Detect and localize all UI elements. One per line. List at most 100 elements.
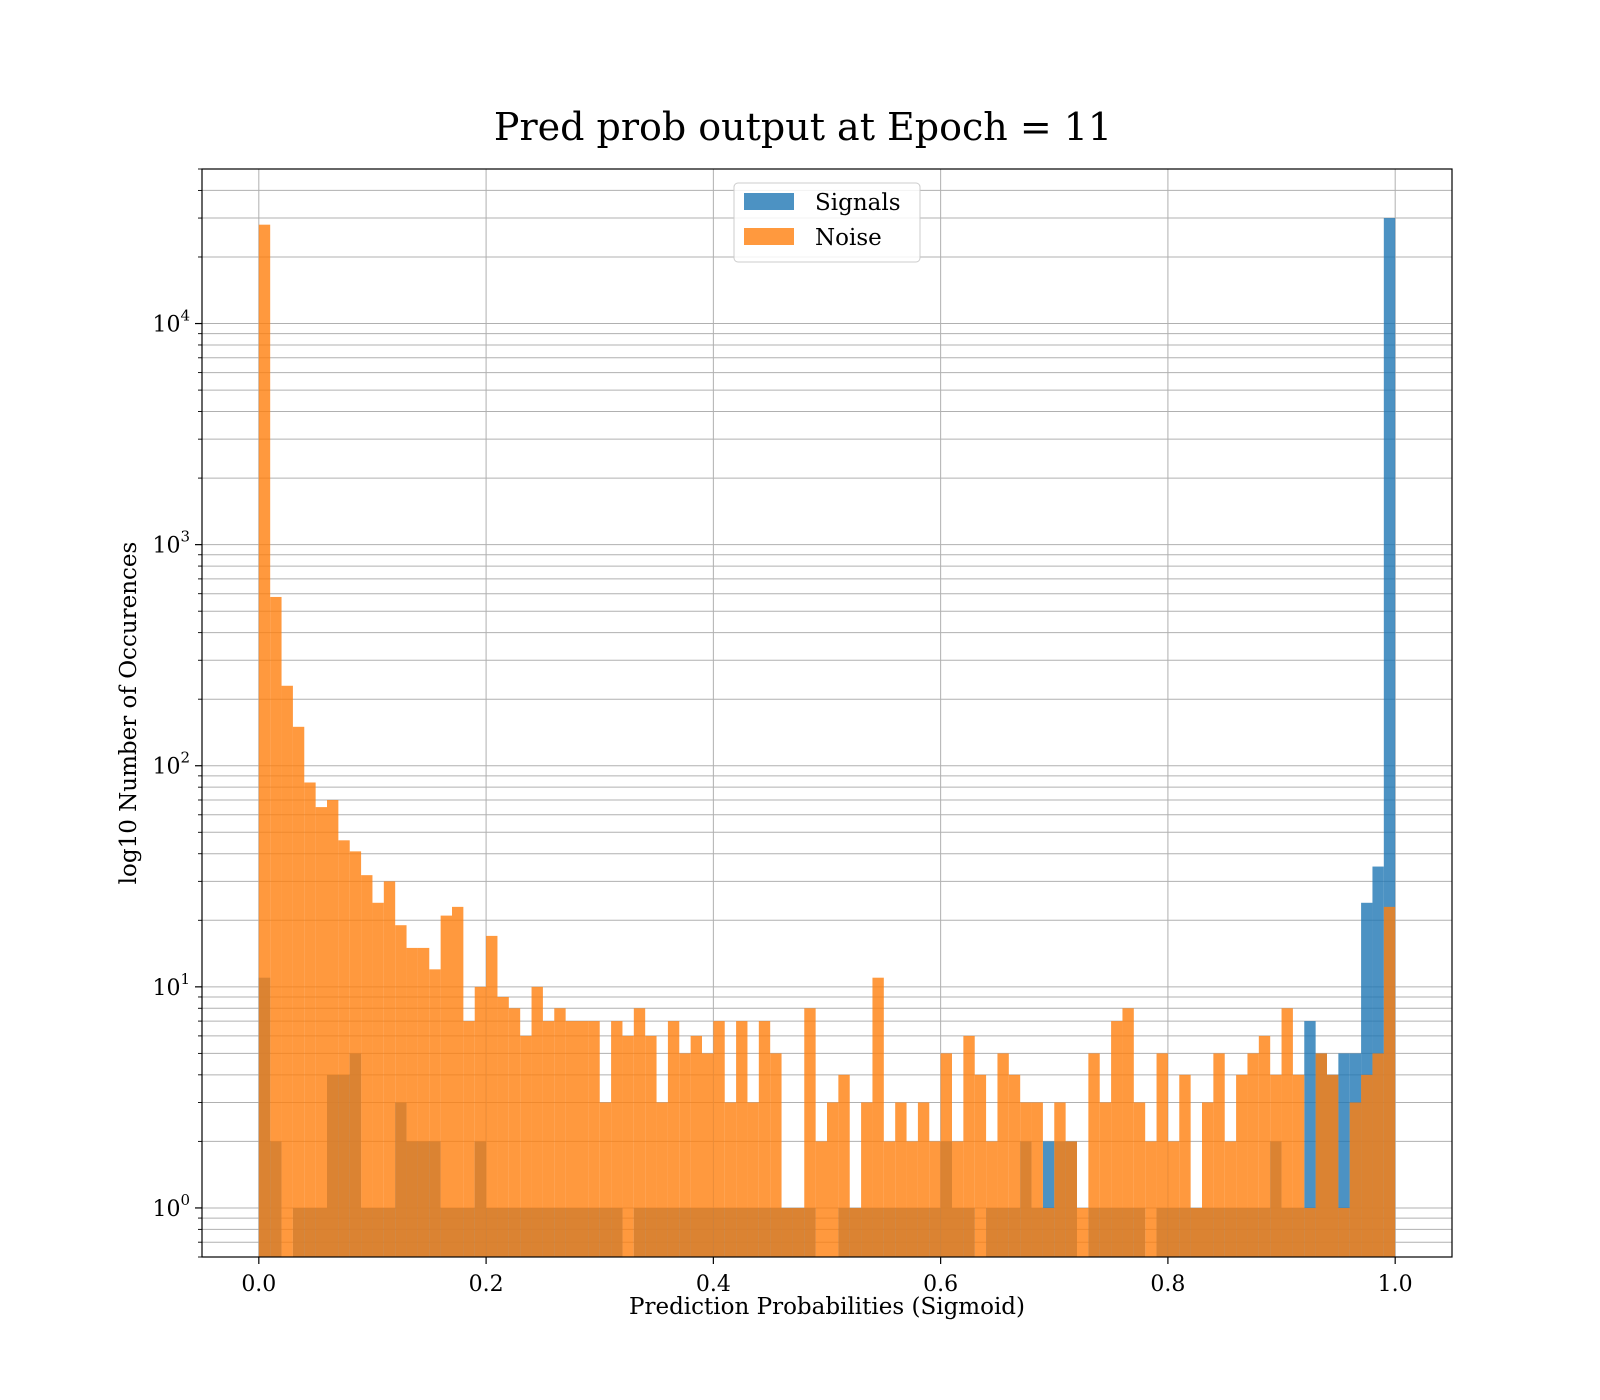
- bar-noise: [895, 1102, 907, 1257]
- bar-noise: [622, 1035, 634, 1257]
- x-tick-label: 0.6: [923, 1272, 958, 1297]
- y-tick-base: 10: [152, 313, 180, 338]
- bar-noise: [883, 1141, 896, 1257]
- bar-noise: [497, 996, 509, 1257]
- y-tick-label: 102: [152, 749, 190, 780]
- bar-noise: [440, 915, 452, 1257]
- bar-noise: [963, 1035, 975, 1257]
- x-tick-label: 0.0: [241, 1272, 276, 1297]
- bar-noise: [588, 1021, 600, 1257]
- bar-noise: [940, 1053, 952, 1257]
- bar-noise: [1338, 1207, 1350, 1257]
- bar-noise: [395, 925, 407, 1257]
- bar-noise: [1190, 1207, 1202, 1257]
- bar-noise: [361, 875, 373, 1257]
- x-tick-label: 0.4: [696, 1272, 731, 1297]
- bar-noise: [667, 1021, 680, 1257]
- bar-noise: [713, 1021, 725, 1257]
- bar-noise: [452, 906, 464, 1257]
- bar-noise: [474, 986, 487, 1257]
- x-tick-label: 1.0: [1378, 1272, 1413, 1297]
- bar-noise: [804, 1008, 816, 1257]
- y-tick-label: 101: [152, 970, 190, 1001]
- y-tick-label: 104: [152, 307, 190, 338]
- legend-label-noise: Noise: [815, 225, 882, 251]
- bar-noise: [792, 1207, 805, 1257]
- bar-noise: [1224, 1141, 1237, 1257]
- bar-noise: [406, 947, 418, 1257]
- bar-noise: [554, 1008, 566, 1257]
- bar-noise: [1054, 1102, 1066, 1257]
- bar-noise: [1292, 1074, 1305, 1257]
- bar-signals: [1338, 1053, 1350, 1257]
- bar-noise: [1247, 1053, 1259, 1257]
- bar-noise: [1213, 1053, 1225, 1257]
- y-tick-base: 10: [152, 534, 180, 559]
- x-tick-label: 0.8: [1150, 1272, 1185, 1297]
- y-tick-label: 103: [152, 528, 190, 559]
- bar-noise: [1042, 1207, 1055, 1257]
- bar-noise: [827, 1102, 839, 1257]
- bar-noise: [281, 685, 293, 1257]
- bar-noise: [770, 1053, 782, 1257]
- bar-noise: [1020, 1102, 1032, 1257]
- bar-noise: [429, 969, 441, 1257]
- bar-noise: [736, 1021, 748, 1257]
- bar-noise: [952, 1141, 964, 1257]
- bars: [258, 218, 1396, 1258]
- bar-noise: [974, 1074, 987, 1257]
- bar-noise: [758, 1021, 771, 1257]
- legend-swatch-signals: [744, 193, 794, 210]
- bar-noise: [1327, 1074, 1339, 1257]
- bar-noise: [1167, 1141, 1180, 1257]
- bar-noise: [1258, 1035, 1271, 1257]
- bar-noise: [1088, 1053, 1100, 1257]
- bar-noise: [531, 986, 543, 1257]
- bar-signals: [1383, 218, 1396, 1258]
- bar-noise: [1111, 1021, 1123, 1257]
- bar-noise: [906, 1141, 918, 1257]
- y-tick-base: 10: [152, 755, 180, 780]
- bar-noise: [542, 1021, 555, 1257]
- bar-noise: [724, 1102, 737, 1257]
- bar-noise: [315, 807, 327, 1257]
- bar-noise: [1349, 1102, 1362, 1257]
- bar-noise: [645, 1035, 657, 1257]
- bar-noise: [997, 1053, 1009, 1257]
- bar-noise: [929, 1141, 941, 1257]
- bar-noise: [781, 1207, 793, 1257]
- bar-noise: [917, 1102, 930, 1257]
- y-tick-exponent: 3: [180, 528, 190, 546]
- bar-noise: [1077, 1207, 1089, 1257]
- bar-noise: [1315, 1053, 1327, 1257]
- bar-noise: [258, 224, 271, 1257]
- bar-noise: [633, 1008, 646, 1257]
- bar-noise: [747, 1102, 759, 1257]
- bar-noise: [327, 799, 339, 1257]
- bar-noise: [599, 1102, 612, 1257]
- chart-title: Pred prob output at Epoch = 11: [494, 105, 1112, 149]
- y-tick-exponent: 4: [180, 307, 190, 325]
- bar-noise: [1202, 1102, 1214, 1257]
- bar-noise: [270, 596, 282, 1257]
- bar-noise: [577, 1021, 589, 1257]
- bar-noise: [1270, 1074, 1282, 1257]
- bar-noise: [372, 902, 384, 1257]
- plot-frame: [201, 168, 1453, 1258]
- bar-noise: [1179, 1074, 1191, 1257]
- bar-noise: [1156, 1053, 1168, 1257]
- bar-noise: [690, 1035, 702, 1257]
- series-noise: [258, 224, 1396, 1257]
- bar-noise: [1281, 1008, 1293, 1257]
- bar-noise: [1008, 1074, 1021, 1257]
- bar-noise: [383, 881, 396, 1257]
- y-tick-exponent: 1: [180, 970, 190, 988]
- bar-noise: [463, 1021, 475, 1257]
- bar-noise: [304, 782, 316, 1257]
- bar-noise: [838, 1074, 850, 1257]
- y-axis-label: log10 Number of Occurences: [116, 542, 142, 885]
- y-tick-label: 100: [152, 1191, 190, 1222]
